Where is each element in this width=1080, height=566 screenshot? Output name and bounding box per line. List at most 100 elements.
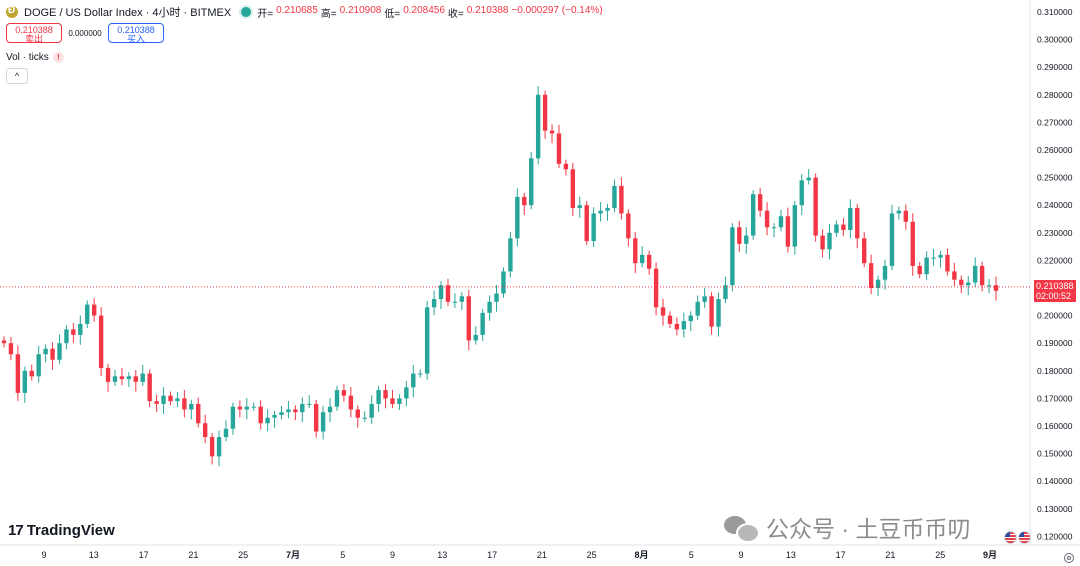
settings-icon[interactable] xyxy=(1064,553,1074,563)
warning-icon[interactable]: ! xyxy=(52,52,64,63)
candle-body xyxy=(272,414,277,418)
candle-body xyxy=(480,312,485,335)
candle-body xyxy=(320,412,326,432)
candle-body xyxy=(85,304,90,324)
candle-body xyxy=(931,257,936,259)
candle-body xyxy=(383,390,388,399)
time-tick-label: 13 xyxy=(89,550,99,560)
candle-body xyxy=(875,279,881,288)
tradingview-logo-text: TradingView xyxy=(26,522,115,539)
close-label: 收= xyxy=(447,8,464,20)
price-tick-label: 0.310000 xyxy=(1037,7,1073,17)
volume-indicator-legend[interactable]: Vol · ticks ! xyxy=(6,52,64,63)
time-tick-label: 17 xyxy=(487,550,497,560)
candle-body xyxy=(764,210,770,228)
candle-body xyxy=(175,398,180,402)
time-tick-label: 9 xyxy=(739,550,744,560)
spread-value: 0.000000 xyxy=(68,28,102,38)
candle-body xyxy=(397,398,402,404)
candle-body xyxy=(771,227,777,229)
time-tick-label: 5 xyxy=(340,550,345,560)
high-value: 0.210908 xyxy=(339,4,382,16)
candle-body xyxy=(43,348,48,355)
candle-body xyxy=(411,373,416,388)
candle-body xyxy=(570,169,576,208)
time-tick-label: 13 xyxy=(786,550,796,560)
candle-body xyxy=(168,395,173,402)
time-tick-label: 17 xyxy=(836,550,846,560)
tradingview-logo-icon: 17 xyxy=(8,522,24,539)
candle-body xyxy=(251,406,256,408)
price-tick-label: 0.270000 xyxy=(1037,117,1073,127)
volume-indicator-label[interactable]: Vol · ticks xyxy=(6,52,49,63)
candle-body xyxy=(723,285,728,300)
time-tick-label: 25 xyxy=(587,550,597,560)
symbol-title[interactable]: DOGE / US Dollar Index · 4小时 · BITMEX xyxy=(24,7,232,19)
candle-body xyxy=(841,224,846,231)
candle-body xyxy=(300,403,305,413)
sell-button[interactable]: 0.210388 卖出 xyxy=(6,23,62,44)
price-tick-label: 0.180000 xyxy=(1037,366,1073,376)
candle-body xyxy=(223,428,229,438)
candle-body xyxy=(78,323,83,335)
candle-body xyxy=(8,343,14,355)
candle-body xyxy=(917,265,922,275)
candle-body xyxy=(501,271,506,294)
candle-body xyxy=(695,301,700,316)
candle-body xyxy=(924,257,929,275)
candle-body xyxy=(341,390,347,396)
buy-button[interactable]: 0.210388 买入 xyxy=(108,23,164,44)
candle-body xyxy=(889,213,895,266)
candle-body xyxy=(681,321,687,330)
candle-body xyxy=(258,406,263,424)
candle-body xyxy=(376,390,381,404)
candle-body xyxy=(792,205,798,247)
candle-body xyxy=(848,207,853,231)
candle-body xyxy=(633,238,638,264)
time-tick-label: 21 xyxy=(537,550,547,560)
candle-body xyxy=(959,279,964,286)
candle-body xyxy=(619,185,624,214)
wechat-watermark: 公众号 · 土豆币币叨 xyxy=(724,510,970,544)
candle-body xyxy=(820,235,825,250)
candle-body xyxy=(813,177,818,236)
candle-body xyxy=(556,133,562,164)
candle-body xyxy=(972,265,978,283)
low-value: 0.208456 xyxy=(403,4,445,16)
watermark-text: 公众号 · 土豆币币叨 xyxy=(766,516,971,542)
candle-body xyxy=(563,163,569,170)
collapse-legend-button[interactable]: ^ xyxy=(6,68,28,84)
candle-body xyxy=(244,406,249,410)
candle-body xyxy=(22,370,28,393)
time-tick-label: 25 xyxy=(935,550,945,560)
currency-flag-icon[interactable] xyxy=(1004,531,1031,544)
candle-body xyxy=(529,158,534,206)
candle-body xyxy=(418,373,423,375)
time-tick-label: 25 xyxy=(238,550,248,560)
candle-body xyxy=(334,390,340,407)
candle-body xyxy=(522,196,527,206)
time-tick-label: 5 xyxy=(689,550,694,560)
candle-body xyxy=(154,401,159,404)
market-status-icon[interactable] xyxy=(241,7,252,17)
candle-body xyxy=(112,376,118,382)
candle-body xyxy=(202,423,208,438)
price-tick-label: 0.170000 xyxy=(1037,393,1073,403)
candle-body xyxy=(57,343,62,360)
time-tick-label: 13 xyxy=(437,550,447,560)
candle-body xyxy=(445,285,451,302)
time-tick-label: 21 xyxy=(885,550,895,560)
doge-coin-icon xyxy=(6,5,18,18)
candle-body xyxy=(473,334,478,341)
candle-body xyxy=(438,285,444,300)
candle-body xyxy=(709,296,714,327)
tradingview-logo[interactable]: 17 TradingView xyxy=(8,522,115,539)
candle-body xyxy=(542,94,548,131)
candle-body xyxy=(549,130,555,134)
buy-price: 0.210388 xyxy=(117,25,155,35)
candle-body xyxy=(855,207,860,239)
candle-body xyxy=(140,373,145,382)
candle-body xyxy=(730,227,735,286)
price-tick-label: 0.250000 xyxy=(1037,173,1073,183)
